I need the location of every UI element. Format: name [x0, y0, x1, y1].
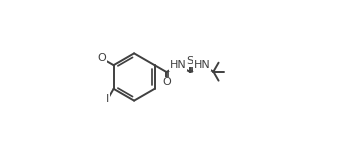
- Text: S: S: [187, 56, 194, 66]
- Text: O: O: [98, 53, 106, 63]
- Text: I: I: [106, 94, 109, 104]
- Text: HN: HN: [194, 60, 210, 70]
- Text: O: O: [162, 77, 171, 87]
- Text: HN: HN: [170, 60, 187, 70]
